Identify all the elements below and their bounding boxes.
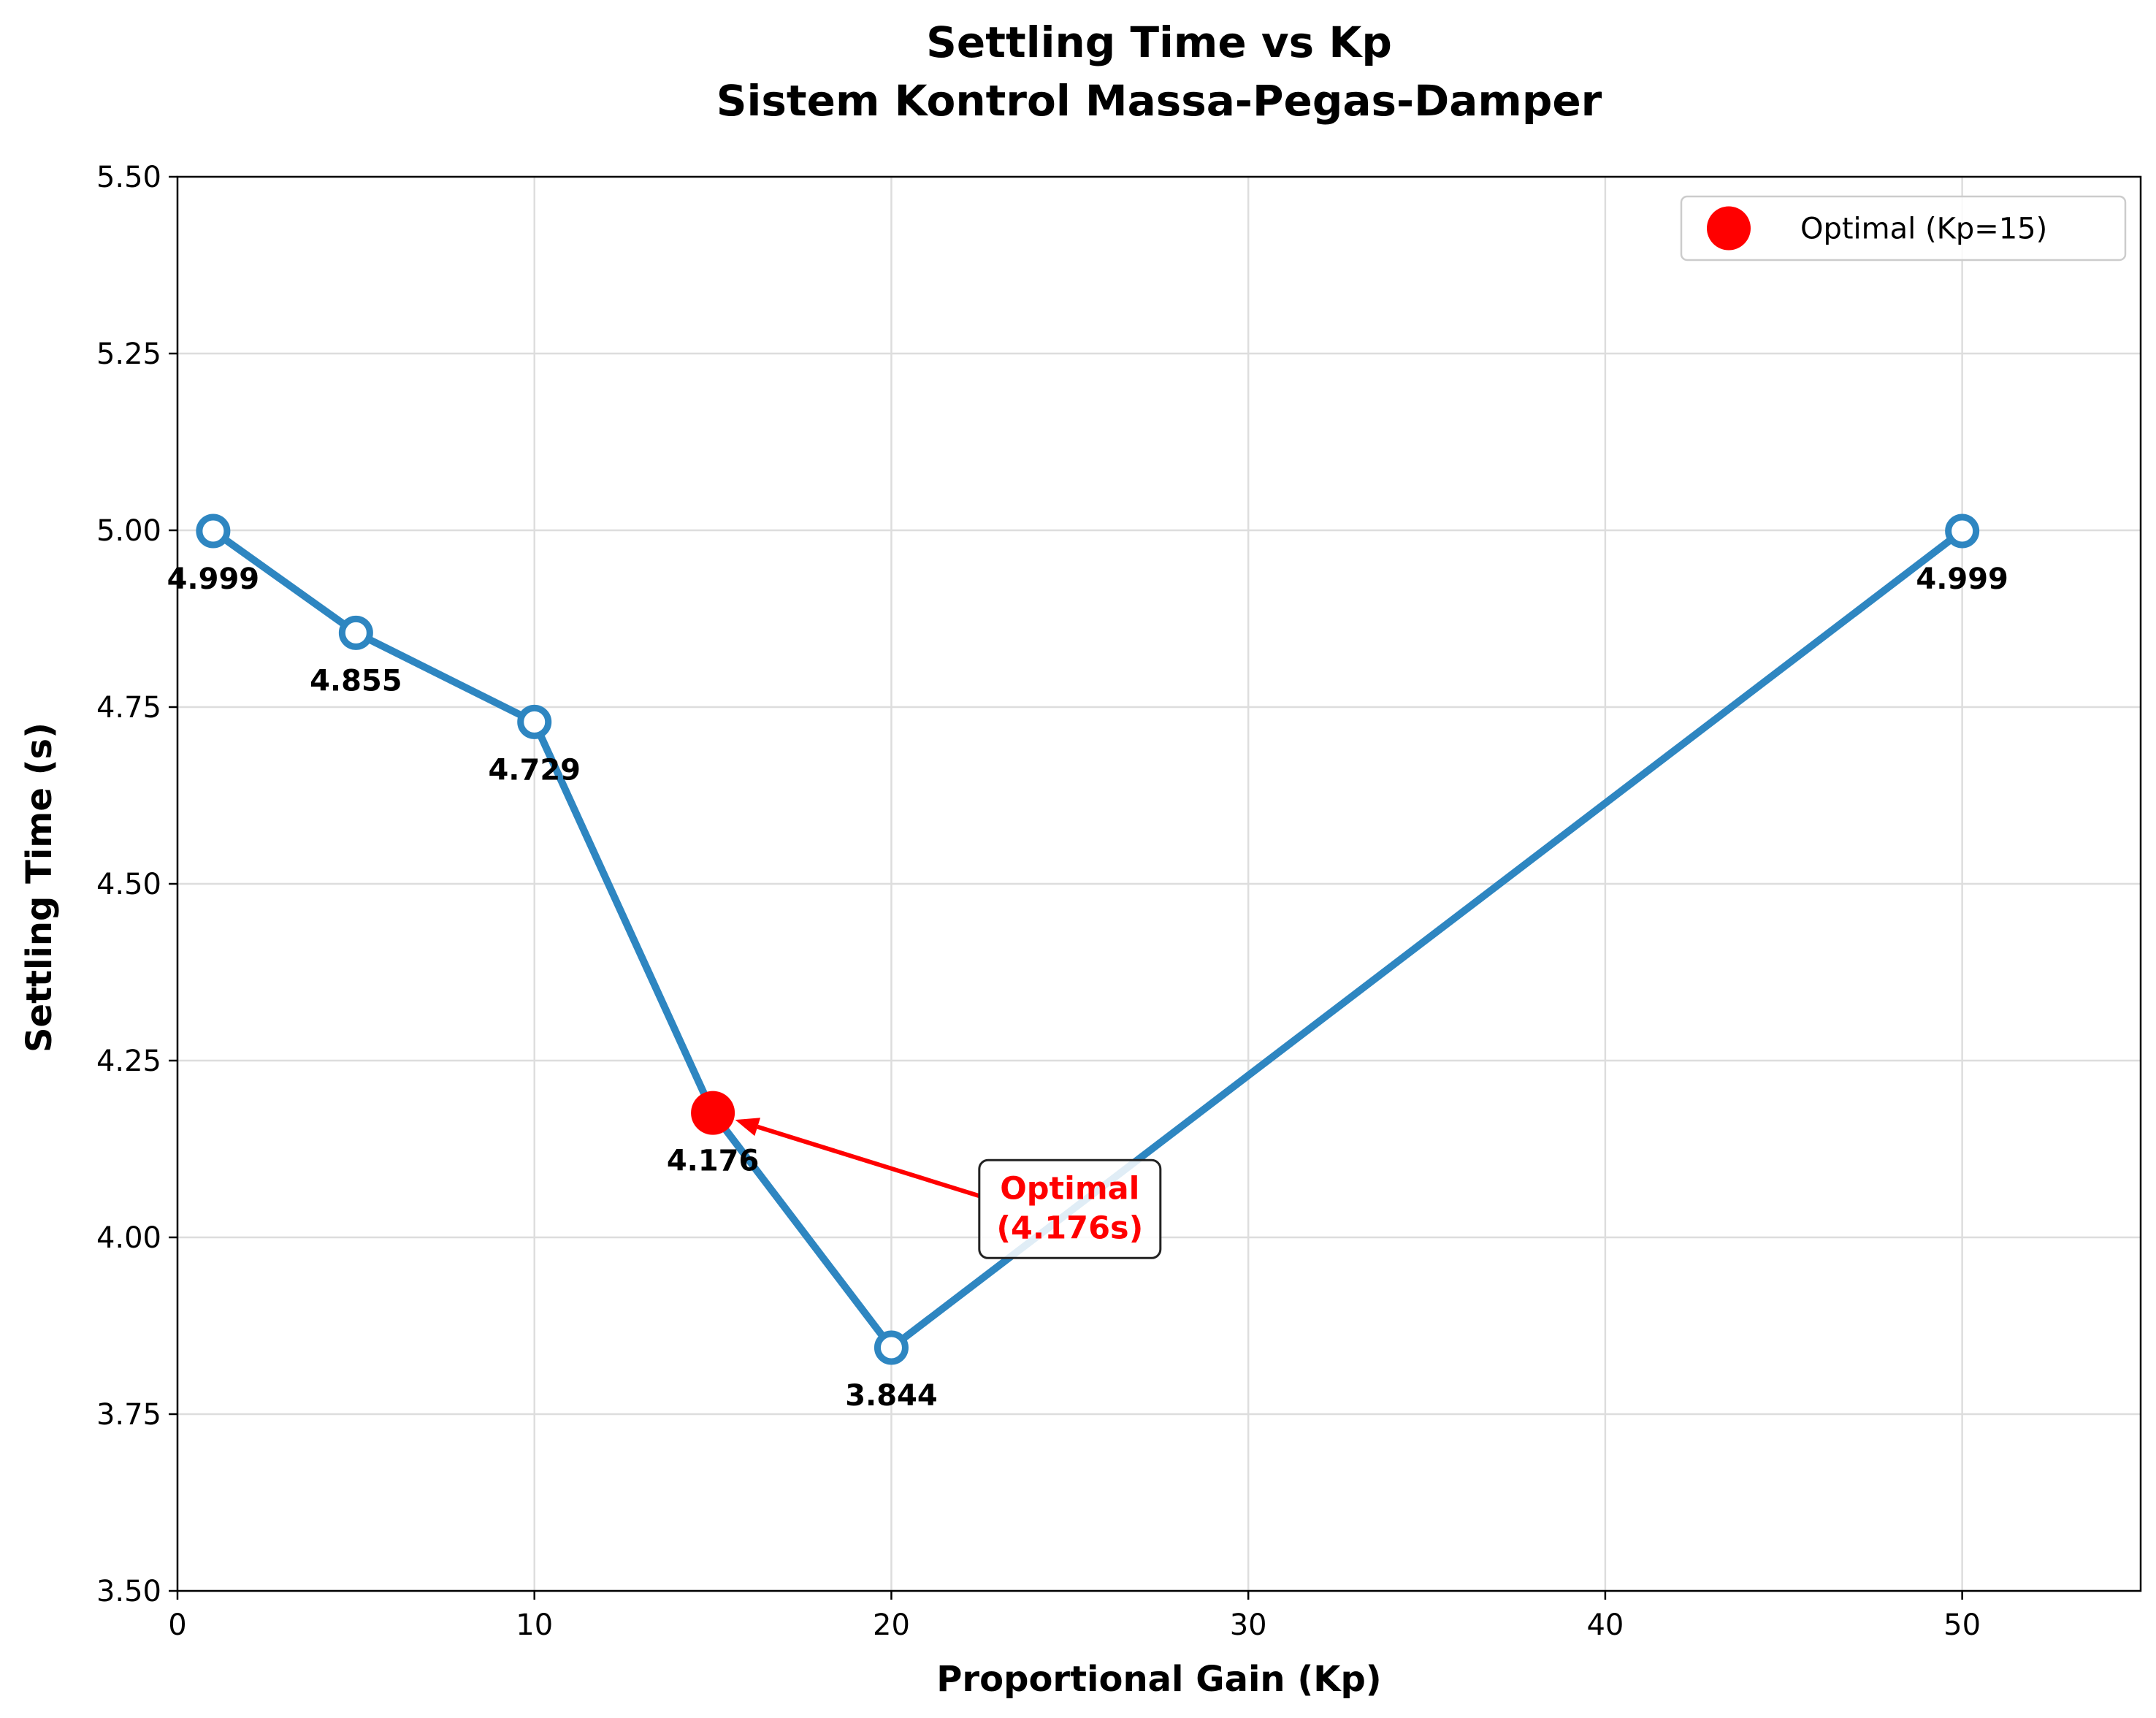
x-tick-label: 20 (873, 1608, 910, 1642)
data-label: 4.729 (488, 753, 581, 787)
legend-marker (1707, 206, 1751, 251)
x-tick-label: 0 (168, 1608, 186, 1642)
data-point (196, 514, 231, 549)
axes-frame (176, 175, 2142, 1592)
optimal-annotation: Optimal(4.176s) (735, 1118, 1162, 1259)
axis-ticks: 0 10 20 30 40 50 3.50 3.75 4.00 4.25 4.50 4.75 5.00 5… (96, 161, 1981, 1642)
y-tick-label: 3.50 (96, 1575, 161, 1608)
annotation-text: (4.176s) (996, 1210, 1143, 1246)
annotation-arrowhead (735, 1118, 761, 1137)
legend-box (1680, 195, 2127, 261)
x-tick-label: 40 (1586, 1608, 1624, 1642)
data-point (517, 704, 552, 739)
y-axis-label: Settling Time (s) (19, 722, 60, 1053)
y-tick-label: 4.25 (96, 1045, 161, 1078)
annotation-box (978, 1158, 1162, 1259)
chart-title: Settling Time vs Kp (926, 18, 1392, 67)
y-tick-label: 5.50 (96, 161, 161, 194)
x-tick-label: 10 (516, 1608, 553, 1642)
data-point (1945, 514, 1980, 549)
x-tick-label: 30 (1230, 1608, 1267, 1642)
legend: Optimal (Kp=15) (1680, 195, 2127, 261)
annotation-arrow-line (757, 1124, 980, 1199)
legend-label: Optimal (Kp=15) (1800, 213, 2047, 246)
data-label: 4.176 (667, 1145, 760, 1178)
y-tick-label: 3.75 (96, 1398, 161, 1432)
x-tick-label: 50 (1943, 1608, 1981, 1642)
data-label: 4.999 (1916, 562, 2008, 596)
data-label: 3.844 (845, 1379, 938, 1413)
chart-subtitle: Sistem Kontrol Massa-Pegas-Damper (716, 76, 1602, 126)
x-axis-label: Proportional Gain (Kp) (936, 1659, 1382, 1700)
data-point (874, 1330, 909, 1365)
y-tick-label: 5.00 (96, 514, 161, 548)
y-tick-label: 4.75 (96, 691, 161, 725)
y-tick-label: 4.00 (96, 1221, 161, 1255)
data-label: 4.855 (310, 664, 402, 698)
data-point (338, 615, 373, 650)
y-tick-label: 4.50 (96, 868, 161, 901)
data-label: 4.999 (167, 562, 260, 596)
annotation-text: Optimal (1000, 1170, 1139, 1207)
optimal-point (691, 1091, 735, 1135)
y-tick-label: 5.25 (96, 337, 161, 371)
